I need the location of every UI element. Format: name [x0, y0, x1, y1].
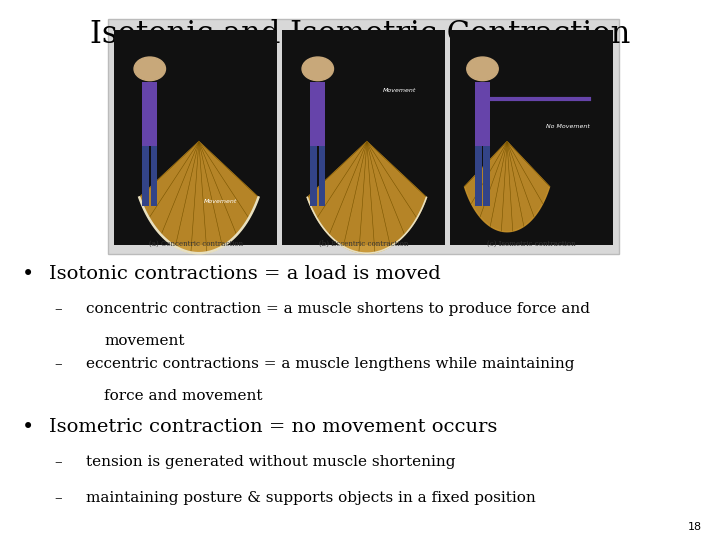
FancyBboxPatch shape: [114, 30, 277, 245]
Text: tension is generated without muscle shortening: tension is generated without muscle shor…: [86, 455, 456, 469]
FancyBboxPatch shape: [310, 82, 325, 146]
FancyBboxPatch shape: [475, 82, 490, 146]
Text: Isometric contraction = no movement occurs: Isometric contraction = no movement occu…: [49, 418, 498, 436]
Circle shape: [302, 57, 333, 80]
Text: (a) Concentric contraction: (a) Concentric contraction: [148, 240, 243, 248]
Polygon shape: [140, 141, 258, 253]
Polygon shape: [464, 141, 549, 232]
Text: Movement: Movement: [383, 88, 416, 93]
Circle shape: [467, 57, 498, 80]
Text: •: •: [22, 418, 34, 437]
Text: –: –: [54, 491, 62, 505]
FancyBboxPatch shape: [318, 146, 325, 206]
Text: Isotonic and Isometric Contraction: Isotonic and Isometric Contraction: [90, 19, 630, 50]
FancyBboxPatch shape: [143, 146, 149, 206]
FancyBboxPatch shape: [310, 146, 317, 206]
Text: Isotonic contractions = a load is moved: Isotonic contractions = a load is moved: [49, 265, 441, 282]
Text: 18: 18: [688, 522, 702, 532]
FancyBboxPatch shape: [475, 146, 482, 206]
FancyBboxPatch shape: [282, 30, 446, 245]
Text: (b) Eccentric contraction: (b) Eccentric contraction: [319, 240, 408, 248]
Text: (c) Isometric contraction: (c) Isometric contraction: [487, 240, 576, 248]
Text: maintaining posture & supports objects in a fixed position: maintaining posture & supports objects i…: [86, 491, 536, 505]
Circle shape: [134, 57, 166, 80]
FancyBboxPatch shape: [483, 146, 490, 206]
Polygon shape: [307, 141, 426, 253]
FancyBboxPatch shape: [150, 146, 157, 206]
Text: No Movement: No Movement: [546, 124, 590, 129]
Text: Movement: Movement: [204, 199, 237, 204]
FancyBboxPatch shape: [108, 19, 619, 254]
FancyBboxPatch shape: [450, 30, 613, 245]
Text: eccentric contractions = a muscle lengthens while maintaining: eccentric contractions = a muscle length…: [86, 357, 575, 372]
Text: force and movement: force and movement: [104, 389, 263, 403]
Text: –: –: [54, 357, 62, 372]
Text: movement: movement: [104, 334, 185, 348]
Text: •: •: [22, 265, 34, 284]
FancyBboxPatch shape: [143, 82, 157, 146]
Text: –: –: [54, 302, 62, 316]
Text: –: –: [54, 455, 62, 469]
Text: concentric contraction = a muscle shortens to produce force and: concentric contraction = a muscle shorte…: [86, 302, 590, 316]
